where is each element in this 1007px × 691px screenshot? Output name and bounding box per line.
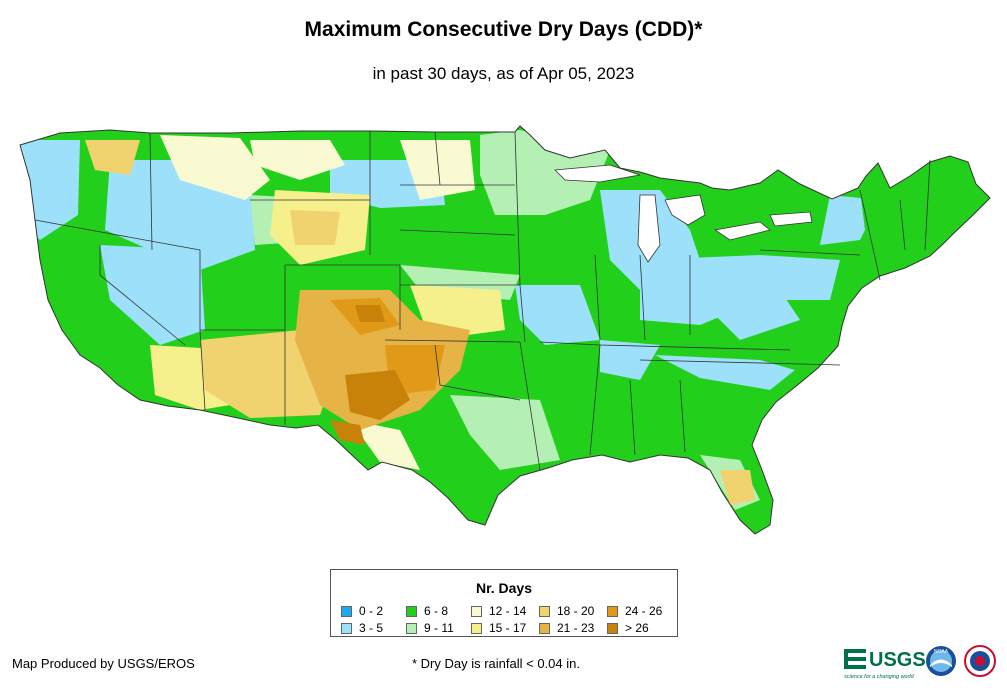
usgs-logo: USGS science for a changing world xyxy=(844,649,926,680)
legend-item: 24 - 26 xyxy=(607,604,662,618)
legend-swatch xyxy=(471,622,482,634)
legend-swatch xyxy=(341,605,352,617)
legend-item: 21 - 23 xyxy=(539,621,594,635)
legend-swatch xyxy=(406,622,417,634)
legend-label: 15 - 17 xyxy=(489,621,527,635)
legend-label: 9 - 11 xyxy=(424,621,454,635)
legend-label: 24 - 26 xyxy=(625,604,663,618)
cdd-map xyxy=(19,125,991,535)
nws-logo xyxy=(964,645,996,677)
state-borders xyxy=(34,131,931,471)
legend-swatch xyxy=(406,605,417,617)
noaa-text: NOAA xyxy=(934,649,949,655)
legend-item: 3 - 5 xyxy=(341,621,383,635)
legend-item: 15 - 17 xyxy=(471,621,526,635)
legend-item: 0 - 2 xyxy=(341,604,383,618)
legend-label: > 26 xyxy=(625,621,649,635)
legend-label: 18 - 20 xyxy=(557,604,595,618)
legend-item: > 26 xyxy=(607,621,649,635)
legend-item: 12 - 14 xyxy=(471,604,526,618)
legend-swatch xyxy=(341,622,352,634)
legend-title: Nr. Days xyxy=(475,580,533,596)
legend-label: 0 - 2 xyxy=(359,604,384,618)
us-land-fill xyxy=(20,126,990,534)
agency-logos: USGS science for a changing world NOAA xyxy=(844,645,996,680)
noaa-logo: NOAA xyxy=(926,646,956,676)
great-lakes xyxy=(554,164,813,263)
footnote: * Dry Day is rainfall < 0.04 in. xyxy=(412,656,580,671)
legend-swatch xyxy=(607,622,618,634)
legend-swatch xyxy=(539,605,550,617)
map-subtitle: in past 30 days, as of Apr 05, 2023 xyxy=(372,64,635,83)
legend-item: 18 - 20 xyxy=(539,604,594,618)
legend-item: 9 - 11 xyxy=(406,621,454,635)
usgs-tagline: science for a changing world xyxy=(844,674,915,680)
legend-label: 3 - 5 xyxy=(359,621,384,635)
legend-label: 6 - 8 xyxy=(424,604,449,618)
legend-label: 12 - 14 xyxy=(489,604,527,618)
legend-swatch xyxy=(539,622,550,634)
legend-swatch xyxy=(607,605,618,617)
legend-swatch xyxy=(471,605,482,617)
legend-label: 21 - 23 xyxy=(557,621,595,635)
usgs-wordmark: USGS xyxy=(869,649,926,671)
legend: Nr. Days 0 - 2 3 - 5 6 - 8 9 - 11 12 - 1… xyxy=(330,569,678,637)
credit-text: Map Produced by USGS/EROS xyxy=(12,656,195,671)
legend-item: 6 - 8 xyxy=(406,604,448,618)
map-title: Maximum Consecutive Dry Days (CDD)* xyxy=(304,18,703,41)
